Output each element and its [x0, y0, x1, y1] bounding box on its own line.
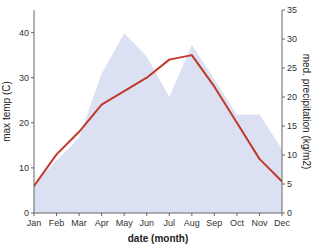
y2-tick — [282, 68, 285, 69]
y-tick — [31, 167, 34, 168]
x-tick-label: Aug — [184, 218, 200, 228]
y2-tick — [282, 97, 285, 98]
x-tick — [191, 213, 192, 216]
x-tick-label: Sep — [206, 218, 222, 228]
y2-tick-label: 5 — [287, 179, 292, 189]
chart: JanFebMarAprMayJunJulAugSepOctNovDec0102… — [0, 0, 318, 247]
x-tick-label: Apr — [95, 218, 109, 228]
y-tick-label: 20 — [19, 118, 29, 128]
x-tick-label: Feb — [49, 218, 65, 228]
x-tick — [236, 213, 237, 216]
y2-tick — [282, 213, 285, 214]
y2-tick-label: 25 — [287, 63, 297, 73]
x-tick-label: Jun — [139, 218, 154, 228]
x-tick — [259, 213, 260, 216]
area — [34, 33, 282, 213]
x-tick — [56, 213, 57, 216]
y-axis-line — [34, 10, 35, 213]
plot-data — [34, 33, 282, 213]
y-tick — [31, 122, 34, 123]
x-axis-label: date (month) — [128, 233, 189, 244]
x-tick-label: Oct — [230, 218, 245, 228]
y-tick — [31, 77, 34, 78]
y2-axis-line — [282, 10, 283, 213]
x-tick — [146, 213, 147, 216]
x-tick-label: Jan — [27, 218, 42, 228]
y-tick-label: 30 — [19, 73, 29, 83]
y2-tick — [282, 39, 285, 40]
x-tick-label: Mar — [71, 218, 87, 228]
y2-tick-label: 20 — [287, 92, 297, 102]
x-tick-label: May — [116, 218, 134, 228]
y-tick-label: 0 — [24, 208, 29, 218]
x-tick-label: Dec — [274, 218, 291, 228]
y2-tick — [282, 10, 285, 11]
x-tick-label: Jul — [164, 218, 176, 228]
y-tick-label: 10 — [19, 163, 29, 173]
x-axis-line — [34, 213, 282, 214]
y2-tick-label: 35 — [287, 5, 297, 15]
y2-tick — [282, 184, 285, 185]
y2-tick-label: 0 — [287, 208, 292, 218]
y2-axis-label: med. precipitation (kg/m2) — [301, 54, 312, 170]
x-tick — [124, 213, 125, 216]
x-tick — [169, 213, 170, 216]
y2-tick — [282, 126, 285, 127]
line — [34, 55, 282, 186]
y-tick-label: 40 — [19, 28, 29, 38]
x-tick — [101, 213, 102, 216]
x-tick — [214, 213, 215, 216]
x-tick-label: Nov — [251, 218, 268, 228]
y2-tick-label: 10 — [287, 150, 297, 160]
y2-tick-label: 15 — [287, 121, 297, 131]
x-tick — [79, 213, 80, 216]
y-tick — [31, 32, 34, 33]
y-tick — [31, 213, 34, 214]
y2-tick — [282, 155, 285, 156]
y2-tick-label: 30 — [287, 34, 297, 44]
y-axis-label: max temp (C) — [1, 81, 12, 142]
